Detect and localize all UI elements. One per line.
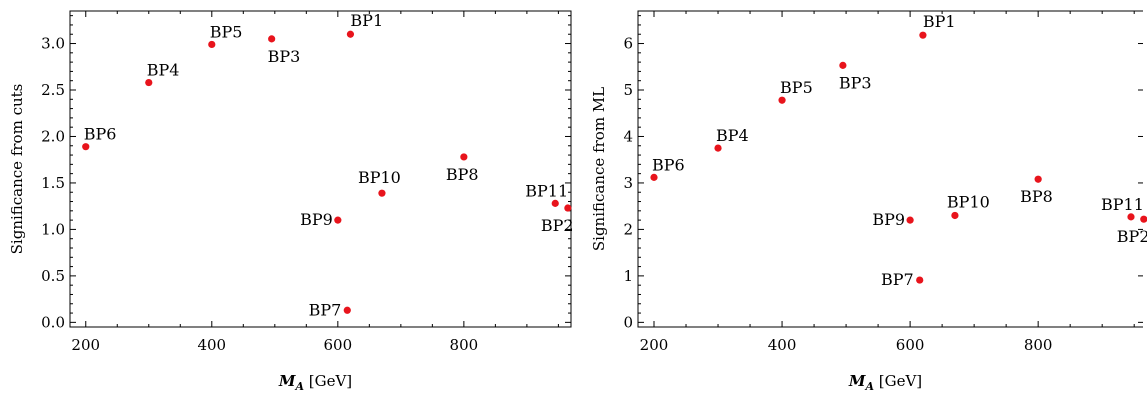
y-tick-label: 1 <box>623 267 633 285</box>
point-label-bp5: BP5 <box>780 78 813 97</box>
y-tick-label: 4 <box>623 127 633 145</box>
x-tick-label: 200 <box>71 336 100 354</box>
data-point-bp1 <box>919 31 927 39</box>
x-tick-label: 200 <box>640 336 669 354</box>
point-label-bp8: BP8 <box>1020 187 1053 206</box>
y-tick-label: 5 <box>623 81 633 99</box>
plot-frame <box>69 10 572 328</box>
point-label-bp7: BP7 <box>309 300 342 319</box>
data-point-bp7 <box>916 276 924 284</box>
data-points: BP1 BP2 BP3 BP4 BP5 BP6 BP7 BP8 BP9 BP10 BP11 <box>650 12 1147 289</box>
y-tick-label: 0 <box>623 313 633 331</box>
y-tick-label: 1.0 <box>41 220 65 238</box>
data-point-bp11 <box>551 199 559 207</box>
data-point-bp10 <box>951 211 959 220</box>
point-label-bp1: BP1 <box>923 12 956 31</box>
data-points: BP1 BP2 BP3 BP4 BP5 BP6 BP7 BP8 BP9 BP10 BP11 <box>82 11 574 319</box>
x-axis-label-unit: [GeV] <box>874 372 922 390</box>
point-label-bp11: BP11 <box>1101 195 1144 214</box>
point-label-bp4: BP4 <box>716 126 749 145</box>
y-tick-label: 2.0 <box>41 127 65 145</box>
x-tick-label: 600 <box>896 336 925 354</box>
y-tick-label: 3 <box>623 174 633 192</box>
point-label-bp3: BP3 <box>268 47 301 66</box>
point-label-bp3: BP3 <box>839 73 872 92</box>
data-point-bp2 <box>564 204 572 212</box>
plot-frame <box>637 10 1143 328</box>
data-point-bp8 <box>1034 175 1042 183</box>
point-label-bp6: BP6 <box>84 125 117 144</box>
point-label-bp9: BP9 <box>872 210 905 229</box>
y-axis-label: Significance from ML <box>590 87 608 251</box>
chart-panel-1: 200 400 600 800 0.0 0.5 1.0 1.5 2.0 2.5 3.0 MA [GeV… <box>8 10 574 393</box>
data-point-bp4 <box>145 78 153 87</box>
data-point-bp1 <box>346 30 355 38</box>
x-axis-label-symbol: M <box>848 372 866 390</box>
y-tick-label: 6 <box>623 35 633 53</box>
data-point-bp3 <box>839 61 847 69</box>
x-axis-label: MA [GeV] <box>278 372 352 393</box>
x-tick-label: 400 <box>768 336 797 354</box>
point-label-bp9: BP9 <box>300 210 333 229</box>
x-axis-label: MA [GeV] <box>848 372 922 393</box>
point-label-bp4: BP4 <box>147 61 180 80</box>
data-point-bp5 <box>778 96 786 104</box>
data-point-bp2 <box>1140 215 1147 223</box>
data-point-bp6 <box>82 143 90 151</box>
y-tick-label: 2 <box>623 220 633 238</box>
data-point-bp4 <box>714 144 722 152</box>
y-tick-label: 0.5 <box>41 267 65 285</box>
point-label-bp5: BP5 <box>210 22 243 41</box>
data-point-bp7 <box>343 306 351 314</box>
y-tick-label: 2.5 <box>41 81 65 99</box>
x-axis-label-symbol: M <box>278 372 296 390</box>
x-tick-label: 800 <box>1024 336 1053 354</box>
data-point-bp6 <box>650 173 658 181</box>
x-axis-label-subscript: A <box>864 380 874 393</box>
point-label-bp7: BP7 <box>881 270 914 289</box>
point-label-bp8: BP8 <box>446 165 479 184</box>
x-tick-label: 400 <box>197 336 226 354</box>
y-tick-label: 3.0 <box>41 35 65 53</box>
point-label-bp2: BP2 <box>1117 227 1147 246</box>
y-tick-label: 1.5 <box>41 174 65 192</box>
point-label-bp1: BP1 <box>350 11 383 30</box>
point-label-bp2: BP2 <box>541 216 574 235</box>
x-tick-label: 800 <box>450 336 479 354</box>
data-point-bp8 <box>460 153 468 161</box>
point-label-bp6: BP6 <box>652 155 685 174</box>
x-axis-label-unit: [GeV] <box>304 372 352 390</box>
point-label-bp11: BP11 <box>525 181 568 200</box>
point-label-bp10: BP10 <box>358 168 401 187</box>
data-point-bp5 <box>208 40 216 49</box>
chart-panel-2: 200 400 600 800 0 1 2 3 4 5 6 MA [GeV] Significance … <box>590 10 1147 393</box>
data-point-bp9 <box>906 216 914 224</box>
data-point-bp3 <box>268 35 276 43</box>
data-point-bp11 <box>1127 213 1135 221</box>
data-point-bp9 <box>334 216 342 224</box>
data-point-bp10 <box>378 189 386 197</box>
y-tick-label: 0.0 <box>41 313 65 331</box>
x-tick-label: 600 <box>324 336 353 354</box>
y-axis-label: Significance from cuts <box>8 84 26 255</box>
point-label-bp10: BP10 <box>947 192 990 211</box>
x-axis-label-subscript: A <box>294 380 304 393</box>
